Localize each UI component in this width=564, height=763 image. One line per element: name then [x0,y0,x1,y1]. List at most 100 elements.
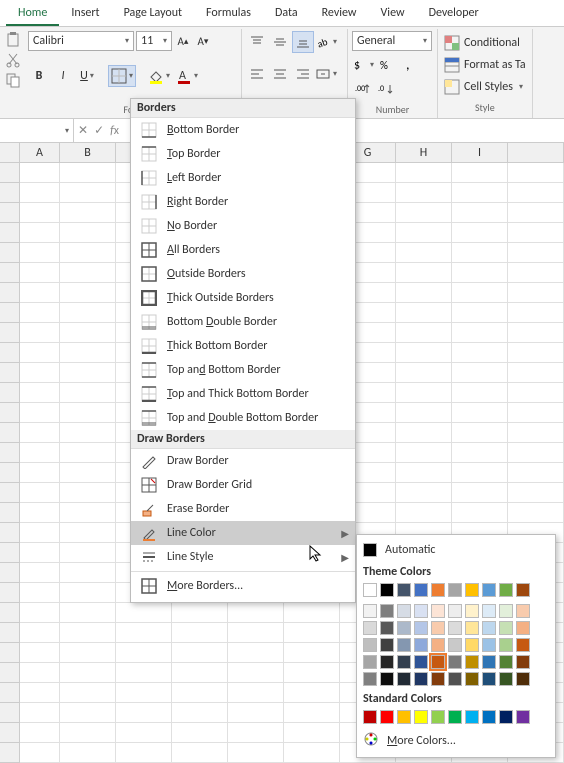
cell[interactable] [172,603,228,623]
cell[interactable] [508,203,564,223]
color-swatch[interactable] [448,710,462,724]
cell[interactable] [508,363,564,383]
color-swatch[interactable] [499,583,513,597]
row-header[interactable] [0,303,20,323]
color-swatch[interactable] [414,672,428,686]
cell[interactable] [20,623,60,643]
cell[interactable] [172,643,228,663]
cell[interactable] [116,663,172,683]
cell[interactable] [396,183,452,203]
menu-item-top-and-thick-bottom-border[interactable]: Top and Thick Bottom Border [131,382,355,406]
cell[interactable] [20,723,60,743]
row-header[interactable] [0,503,20,523]
color-swatch[interactable] [499,710,513,724]
cell[interactable] [60,163,116,183]
align-middle-button[interactable] [269,31,291,53]
cell[interactable] [60,603,116,623]
color-swatch[interactable] [482,672,496,686]
cell[interactable] [508,463,564,483]
menu-item-top-and-bottom-border[interactable]: Top and Bottom Border [131,358,355,382]
cell[interactable] [60,223,116,243]
color-swatch[interactable] [499,621,513,635]
color-swatch[interactable] [363,604,377,618]
cell[interactable] [452,423,508,443]
cell[interactable] [508,343,564,363]
color-swatch[interactable] [516,621,530,635]
menu-item-draw-border-grid[interactable]: Draw Border Grid [131,473,355,497]
cell[interactable] [508,443,564,463]
row-header[interactable] [0,683,20,703]
color-swatch[interactable] [363,672,377,686]
align-center-button[interactable] [269,63,291,85]
cell[interactable] [508,263,564,283]
color-swatch[interactable] [363,638,377,652]
copy-icon[interactable] [4,71,22,89]
color-swatch[interactable] [465,621,479,635]
cell[interactable] [228,643,284,663]
cell[interactable] [60,303,116,323]
menu-item-thick-outside-borders[interactable]: Thick Outside Borders [131,286,355,310]
align-left-button[interactable] [246,63,268,85]
cell[interactable] [396,243,452,263]
fx-icon[interactable]: fx [110,124,119,138]
cell[interactable] [20,643,60,663]
cell[interactable] [20,363,60,383]
cell[interactable] [508,423,564,443]
color-swatch[interactable] [482,621,496,635]
row-header[interactable] [0,643,20,663]
color-swatch[interactable] [448,638,462,652]
merge-button[interactable]: ▾ [315,63,337,85]
cell[interactable] [228,603,284,623]
format-as-table-button[interactable]: Format as Ta [444,55,526,75]
color-swatch[interactable] [363,621,377,635]
cell[interactable] [116,683,172,703]
cell[interactable] [20,503,60,523]
row-header[interactable] [0,183,20,203]
cell[interactable] [396,263,452,283]
underline-button[interactable]: U▾ [76,65,98,87]
color-swatch[interactable] [397,604,411,618]
column-header[interactable]: H [396,143,452,163]
number-format-select[interactable]: General▾ [352,31,432,51]
row-header[interactable] [0,723,20,743]
tab-page-layout[interactable]: Page Layout [112,0,194,26]
cell[interactable] [60,183,116,203]
column-header[interactable] [508,143,564,163]
color-swatch[interactable] [448,655,462,669]
cell[interactable] [228,743,284,763]
menu-item-right-border[interactable]: Right Border [131,190,355,214]
color-swatch[interactable] [516,638,530,652]
cell[interactable] [396,503,452,523]
cell[interactable] [60,343,116,363]
cell[interactable] [20,743,60,763]
cell[interactable] [452,263,508,283]
cell[interactable] [20,383,60,403]
color-swatch[interactable] [363,710,377,724]
row-header[interactable] [0,323,20,343]
cell[interactable] [284,623,340,643]
menu-item-line-color[interactable]: Line Color▶ [131,521,355,545]
font-size-select[interactable]: 11▾ [136,31,172,51]
color-swatch[interactable] [397,583,411,597]
cell[interactable] [284,723,340,743]
font-color-button[interactable]: A▾ [174,65,200,87]
row-header[interactable] [0,743,20,763]
color-swatch[interactable] [431,672,445,686]
cell[interactable] [452,323,508,343]
row-header[interactable] [0,383,20,403]
cell[interactable] [508,283,564,303]
color-swatch[interactable] [380,604,394,618]
cell[interactable] [508,403,564,423]
increase-decimal-button[interactable]: .00 [352,78,374,100]
cell[interactable] [508,223,564,243]
cell[interactable] [284,743,340,763]
cut-icon[interactable] [4,51,22,69]
cell[interactable] [20,223,60,243]
cell[interactable] [396,443,452,463]
cell[interactable] [228,663,284,683]
cell[interactable] [116,703,172,723]
cancel-icon[interactable]: ✕ [78,123,88,138]
color-swatch[interactable] [516,672,530,686]
column-header[interactable]: A [20,143,60,163]
color-swatch[interactable] [431,621,445,635]
